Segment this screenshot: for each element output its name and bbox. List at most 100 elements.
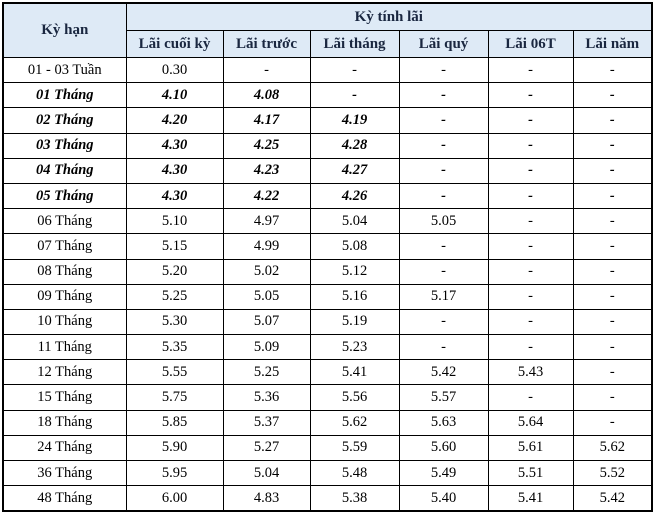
rate-cell: -: [398, 107, 489, 134]
group-header-ky-tinh-lai: Kỳ tính lãi: [125, 2, 653, 31]
rate-cell: 4.08: [222, 82, 311, 109]
rate-cell: 4.30: [125, 182, 224, 210]
table-header: Kỳ hạn Kỳ tính lãi Lãi cuối kỳ Lãi trước…: [2, 2, 653, 58]
column-header-lai-thang: Lãi tháng: [309, 30, 400, 58]
rate-cell: 5.09: [222, 334, 311, 361]
term-cell: 12 Tháng: [2, 359, 127, 386]
rate-cell: 5.20: [125, 258, 224, 285]
rate-cell: -: [487, 334, 574, 361]
table-row: 08 Tháng 5.20 5.02 5.12- - -: [2, 258, 653, 285]
rate-cell: 4.28: [309, 132, 400, 159]
rate-cell: -: [398, 334, 489, 361]
rate-cell: 5.40: [398, 485, 489, 512]
rate-cell: -: [572, 233, 653, 260]
rate-cell: 5.56: [309, 384, 400, 411]
rate-cell: 4.30: [125, 132, 224, 159]
column-header-lai-quy: Lãi quý: [398, 30, 489, 58]
rate-cell: -: [487, 107, 574, 134]
rate-cell: 5.07: [222, 308, 311, 336]
rate-cell: -: [398, 182, 489, 210]
rate-cell: -: [487, 208, 574, 235]
term-cell: 18 Tháng: [2, 409, 127, 436]
rate-cell: 5.25: [125, 283, 224, 310]
term-cell: 02 Tháng: [2, 107, 127, 134]
rate-cell: -: [572, 384, 653, 411]
rate-cell: 4.27: [309, 157, 400, 184]
rate-cell: 0.30: [125, 56, 224, 84]
header-group-row: Kỳ hạn Kỳ tính lãi: [2, 2, 653, 58]
rate-cell: 4.99: [222, 233, 311, 260]
rate-cell: -: [572, 409, 653, 436]
rate-cell: -: [487, 82, 574, 109]
rate-cell: 5.62: [572, 434, 653, 462]
rate-cell: -: [572, 308, 653, 336]
rate-cell: 4.97: [222, 208, 311, 235]
rate-cell: 5.15: [125, 233, 224, 260]
rate-cell: 5.52: [572, 459, 653, 487]
rate-cell: 5.10: [125, 208, 224, 235]
rate-cell: 5.42: [398, 359, 489, 386]
rate-cell: -: [309, 82, 400, 109]
term-cell: 48 Tháng: [2, 485, 127, 512]
header-columns-row: Lãi cuối kỳ Lãi trước Lãi tháng Lãi quý …: [3, 30, 653, 58]
table-row: 01 - 03 Tuần 0.30- - - - -: [2, 56, 653, 84]
rate-cell: -: [572, 107, 653, 134]
rate-cell: -: [487, 308, 574, 336]
rate-cell: 4.20: [125, 107, 224, 134]
term-cell: 03 Tháng: [2, 132, 127, 159]
rate-cell: 5.12: [309, 258, 400, 285]
rate-cell: -: [487, 157, 574, 184]
rate-cell: 4.17: [222, 107, 311, 134]
term-cell: 11 Tháng: [2, 334, 127, 361]
column-header-lai-truoc: Lãi trước: [222, 30, 311, 58]
rate-cell: -: [309, 56, 400, 84]
rate-cell: 5.41: [309, 359, 400, 386]
rate-cell: -: [398, 157, 489, 184]
rate-cell: 5.64: [487, 409, 574, 436]
rate-cell: -: [398, 56, 489, 84]
rate-cell: 5.59: [309, 434, 400, 462]
rate-cell: 5.27: [222, 434, 311, 462]
rate-cell: 4.22: [222, 182, 311, 210]
rate-cell: 5.04: [222, 459, 311, 487]
term-cell: 08 Tháng: [2, 258, 127, 285]
rate-cell: 5.38: [309, 485, 400, 512]
rate-cell: 5.55: [125, 359, 224, 386]
rate-cell: -: [572, 132, 653, 159]
rate-cell: 4.26: [309, 182, 400, 210]
term-cell: 01 - 03 Tuần: [2, 56, 127, 84]
column-header-lai-cuoi-ky: Lãi cuối kỳ: [125, 30, 224, 58]
rate-cell: 4.83: [222, 485, 311, 512]
rate-cell: -: [398, 258, 489, 285]
table-row: 05 Tháng 4.30 4.22 4.26- - -: [2, 182, 653, 210]
table-row: 12 Tháng 5.55 5.25 5.41 5.42 5.43-: [2, 359, 653, 386]
rate-cell: 5.05: [222, 283, 311, 310]
rate-cell: 5.62: [309, 409, 400, 436]
rate-cell: 5.23: [309, 334, 400, 361]
rate-cell: 5.42: [572, 485, 653, 512]
term-cell: 04 Tháng: [2, 157, 127, 184]
rate-cell: 5.17: [398, 283, 489, 310]
rate-cell: -: [487, 233, 574, 260]
rate-cell: 5.36: [222, 384, 311, 411]
term-cell: 36 Tháng: [2, 459, 127, 487]
rate-cell: -: [572, 334, 653, 361]
rate-cell: 5.16: [309, 283, 400, 310]
table-row: 07 Tháng 5.15 4.99 5.08- - -: [2, 233, 653, 260]
rate-cell: 5.90: [125, 434, 224, 462]
rate-cell: -: [572, 56, 653, 84]
table-row: 06 Tháng 5.10 4.97 5.04 5.05- -: [2, 208, 653, 235]
table-body: 01 - 03 Tuần 0.30- - - - -01 Tháng 4.10 4.08- - -…: [2, 56, 653, 512]
rate-cell: 5.43: [487, 359, 574, 386]
rate-cell: 5.75: [125, 384, 224, 411]
rate-cell: -: [487, 384, 574, 411]
rate-cell: 5.57: [398, 384, 489, 411]
term-cell: 24 Tháng: [2, 434, 127, 462]
rate-cell: -: [487, 258, 574, 285]
column-header-lai-nam: Lãi năm: [572, 30, 653, 58]
table-row: 04 Tháng 4.30 4.23 4.27- - -: [2, 157, 653, 184]
rate-cell: 4.25: [222, 132, 311, 159]
rate-cell: 4.30: [125, 157, 224, 184]
rate-cell: 4.10: [125, 82, 224, 109]
